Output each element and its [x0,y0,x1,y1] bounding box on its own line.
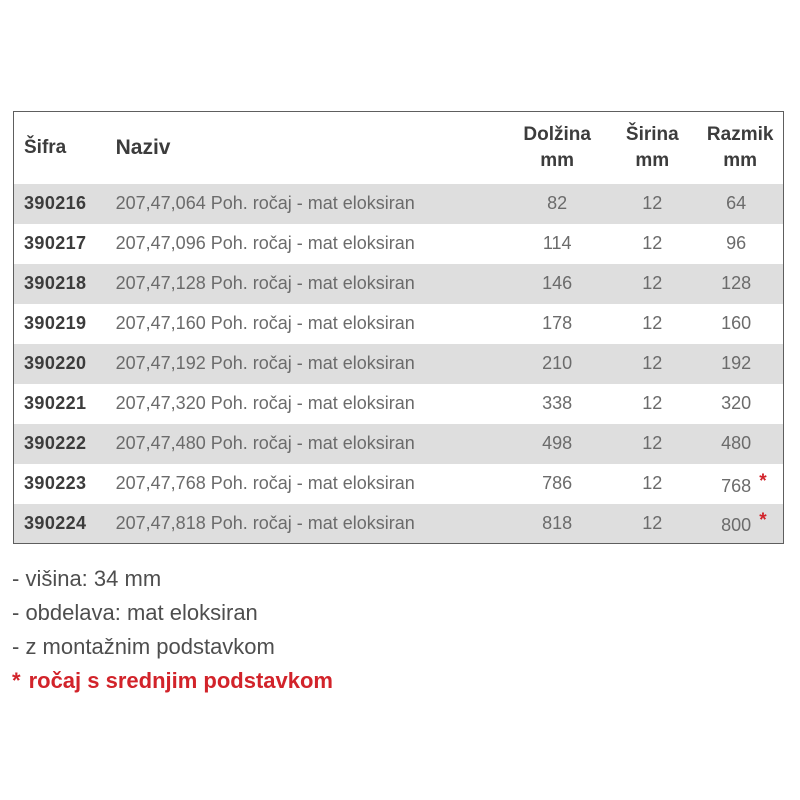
cell-dolzina: 146 [542,273,573,293]
cell-razmik: 768 * [697,464,783,504]
cell-naziv: 207,47,192 Poh. ročaj - mat eloksiran [115,353,415,373]
cell-sifra: 390217 [24,233,87,253]
cell-dolzina: 178 [542,313,573,333]
cell-razmik: 128 [697,264,783,304]
cell-sirina: 12 [642,353,663,373]
footnote: * ročaj s srednjim podstavkom [12,664,333,698]
cell-razmik: 192 [697,344,783,384]
column-label: Širina [625,123,679,145]
column-label: Naziv [115,135,171,159]
cell-sirina: 12 [642,512,663,533]
table-row: 390220 207,47,192 Poh. ročaj - mat eloks… [13,343,784,384]
note-line: - obdelava: mat eloksiran [12,600,258,625]
table-row: 390219 207,47,160 Poh. ročaj - mat eloks… [13,303,784,344]
cell-sirina: 12 [642,313,663,333]
cell-dolzina: 498 [542,433,573,453]
footnote-asterisk: * [759,470,767,492]
cell-razmik: 64 [697,184,783,224]
razmik-value: 800 [721,515,752,536]
cell-naziv: 207,47,768 Poh. ročaj - mat eloksiran [115,473,415,493]
cell-dolzina: 82 [547,193,568,213]
cell-sifra: 390218 [24,273,87,293]
razmik-value: 96 [726,233,747,253]
cell-dolzina: 114 [542,233,572,253]
cell-sirina: 12 [642,273,663,293]
cell-sifra: 390222 [24,433,87,453]
cell-naziv: 207,47,128 Poh. ročaj - mat eloksiran [115,273,415,293]
razmik-value: 320 [721,393,752,413]
table-body: 390216 207,47,064 Poh. ročaj - mat eloks… [13,183,784,544]
note-line: - z montažnim podstavkom [12,634,275,659]
cell-razmik: 800 * [697,504,783,544]
cell-sifra: 390216 [24,193,87,213]
cell-sirina: 12 [642,393,663,413]
column-header-razmik: Razmik mm [697,111,784,184]
cell-naziv: 207,47,160 Poh. ročaj - mat eloksiran [115,313,415,333]
table-row: 390217 207,47,096 Poh. ročaj - mat eloks… [13,223,784,264]
cell-sirina: 12 [642,433,663,453]
cell-sifra: 390220 [24,353,87,373]
cell-sirina: 12 [642,473,663,493]
footnote-asterisk: * [759,510,767,532]
note-line: - višina: 34 mm [12,566,162,591]
product-spec-table-section: Šifra Naziv Dolžina mm Širina mm Razmik … [13,111,784,544]
cell-sifra: 390221 [24,393,87,413]
cell-dolzina: 338 [542,393,573,413]
table-row: 390223 207,47,768 Poh. ročaj - mat eloks… [13,463,784,504]
cell-dolzina: 210 [542,353,573,373]
table-row: 390218 207,47,128 Poh. ročaj - mat eloks… [13,263,784,304]
product-table: Šifra Naziv Dolžina mm Širina mm Razmik … [13,111,784,544]
table-row: 390224 207,47,818 Poh. ročaj - mat eloks… [13,503,784,544]
footnote-marker: * [12,668,21,693]
column-unit: mm [635,149,670,171]
cell-sirina: 12 [642,233,663,253]
column-label: Razmik [706,123,774,145]
column-header-sifra: Šifra [13,111,114,184]
column-unit: mm [540,149,575,171]
product-notes: - višina: 34 mm - obdelava: mat eloksira… [12,562,333,698]
razmik-value: 192 [721,353,752,373]
cell-razmik: 96 [697,224,783,264]
cell-sifra: 390224 [24,512,87,533]
cell-sifra: 390219 [24,313,87,333]
cell-sirina: 12 [642,193,663,213]
cell-razmik: 320 [697,384,783,424]
cell-razmik: 480 [697,424,783,464]
column-unit: mm [723,149,758,171]
cell-naziv: 207,47,818 Poh. ročaj - mat eloksiran [115,512,415,533]
footnote-text: ročaj s srednjim podstavkom [28,668,333,693]
cell-naziv: 207,47,320 Poh. ročaj - mat eloksiran [115,393,415,413]
header-row: Šifra Naziv Dolžina mm Širina mm Razmik … [13,111,784,184]
cell-razmik: 160 [697,304,783,344]
table-row: 390221 207,47,320 Poh. ročaj - mat eloks… [13,383,784,424]
cell-dolzina: 818 [542,512,573,533]
table-row: 390216 207,47,064 Poh. ročaj - mat eloks… [13,183,784,224]
table-header: Šifra Naziv Dolžina mm Širina mm Razmik … [13,111,784,184]
cell-naziv: 207,47,480 Poh. ročaj - mat eloksiran [115,433,415,453]
cell-sifra: 390223 [24,473,87,493]
razmik-value: 160 [721,313,752,333]
cell-naziv: 207,47,096 Poh. ročaj - mat eloksiran [115,233,415,253]
column-header-dolzina: Dolžina mm [507,111,608,184]
razmik-value: 480 [721,433,752,453]
column-header-naziv: Naziv [113,111,508,184]
column-label: Dolžina [523,123,591,145]
cell-dolzina: 786 [542,473,573,493]
razmik-value: 768 [721,475,752,496]
razmik-value: 128 [721,273,752,293]
column-label: Šifra [24,136,67,158]
table-row: 390222 207,47,480 Poh. ročaj - mat eloks… [13,423,784,464]
column-header-sirina: Širina mm [607,111,698,184]
razmik-value: 64 [726,193,747,213]
cell-naziv: 207,47,064 Poh. ročaj - mat eloksiran [115,193,415,213]
